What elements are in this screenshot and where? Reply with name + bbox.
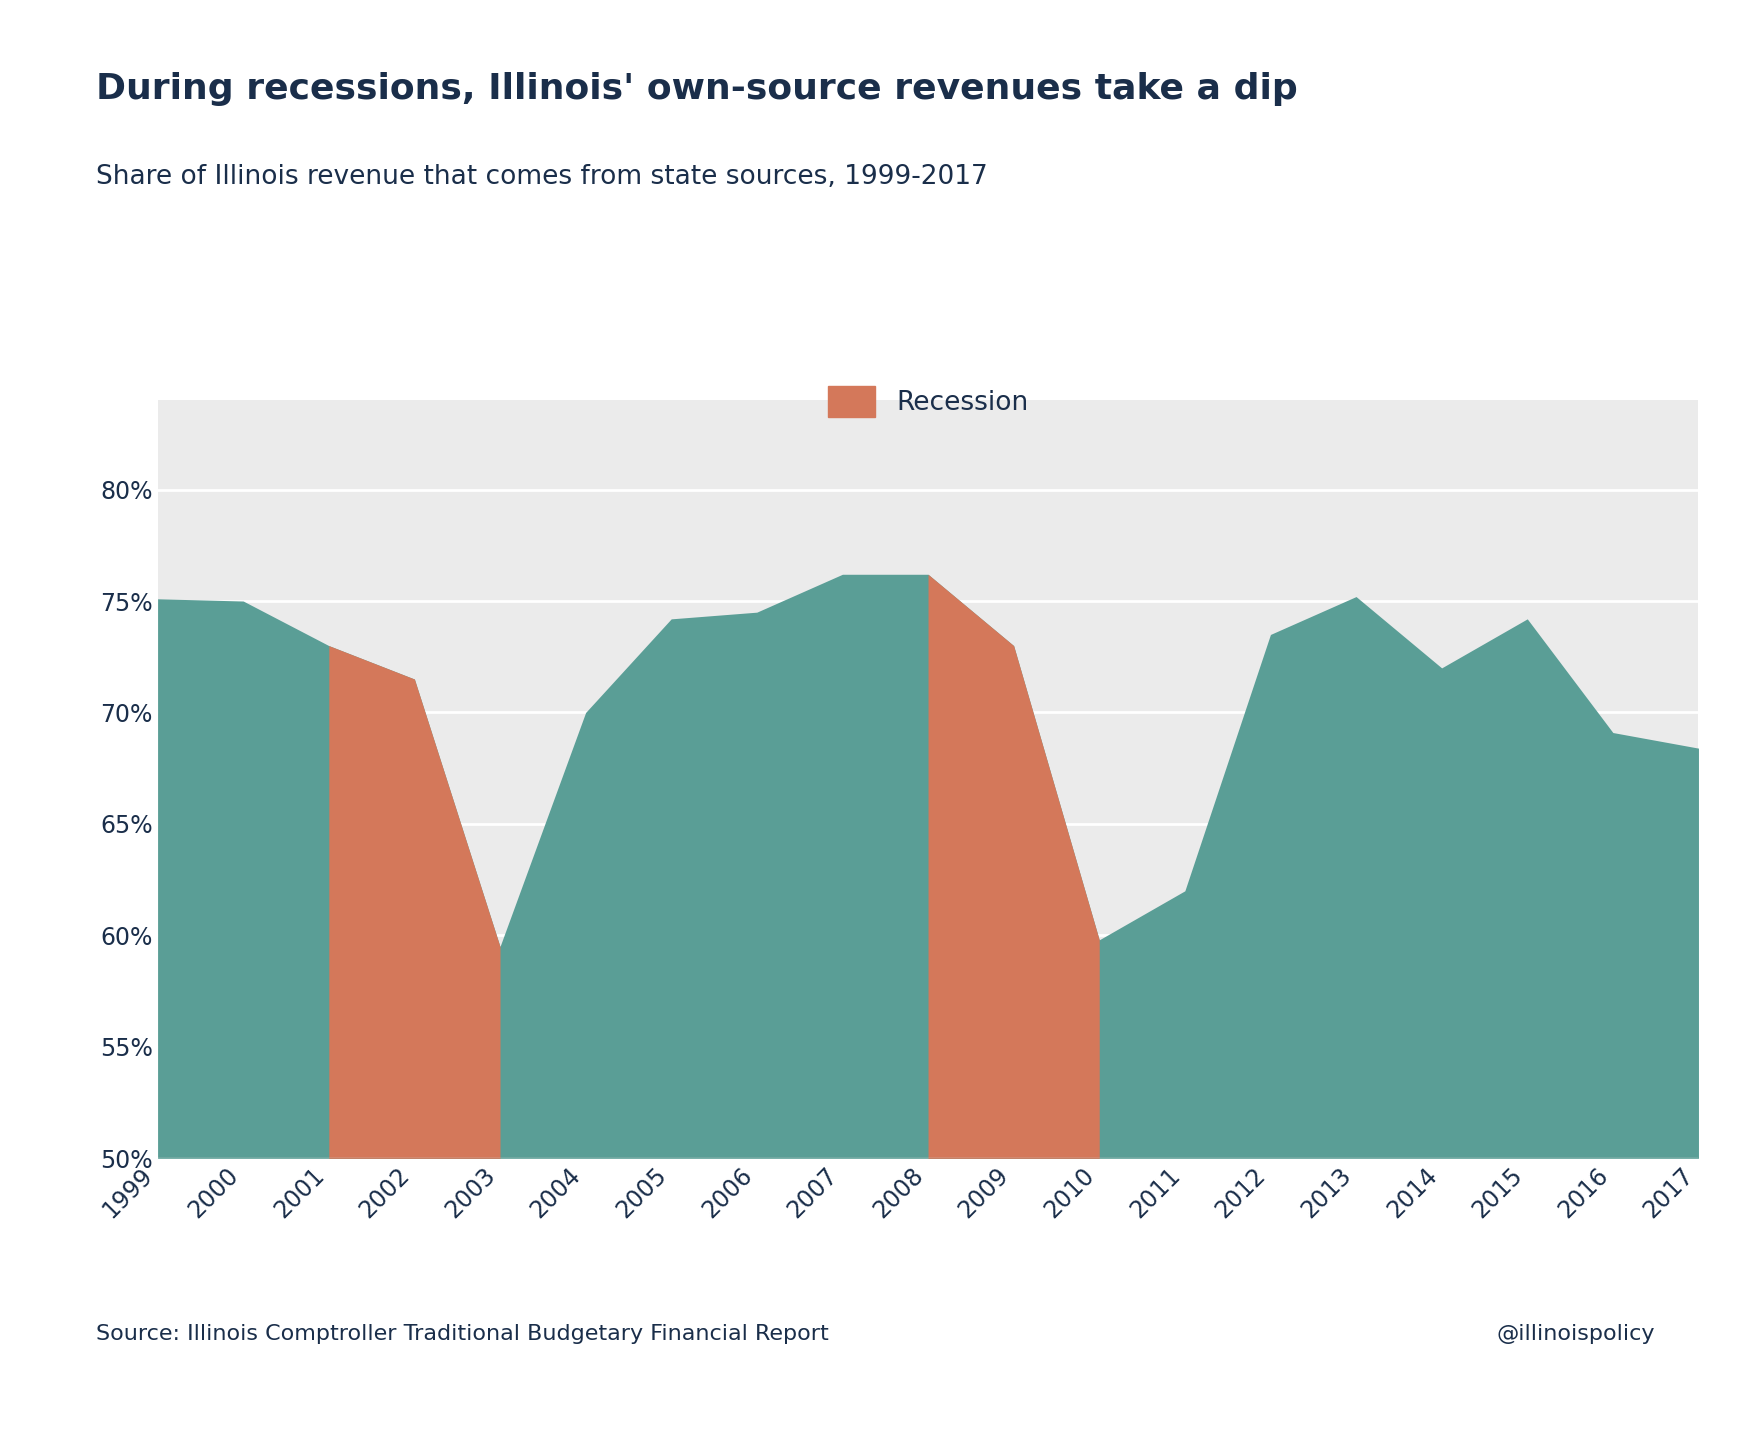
Text: Share of Illinois revenue that comes from state sources, 1999-2017: Share of Illinois revenue that comes fro… [96,164,988,190]
Legend: Recession: Recession [818,376,1038,428]
Text: During recessions, Illinois' own-source revenues take a dip: During recessions, Illinois' own-source … [96,72,1297,106]
Text: @illinoispolicy: @illinoispolicy [1495,1324,1655,1344]
Text: Source: Illinois Comptroller Traditional Budgetary Financial Report: Source: Illinois Comptroller Traditional… [96,1324,828,1344]
